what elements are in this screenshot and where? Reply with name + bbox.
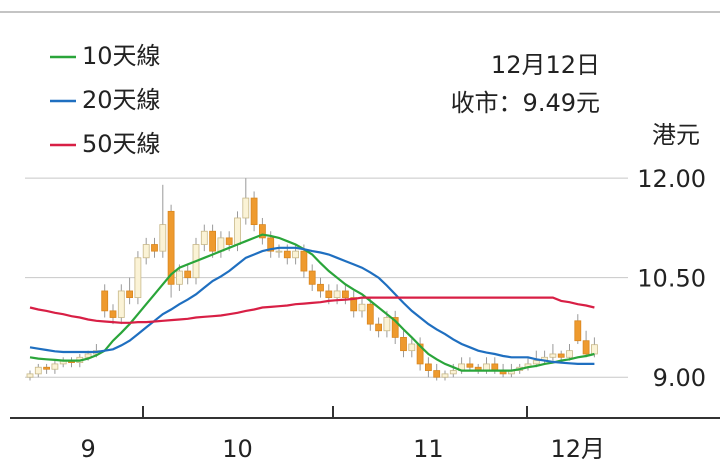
candle-body <box>383 317 391 332</box>
y-tick-label: 10.50 <box>637 265 706 293</box>
y-tick-label: 9.00 <box>653 364 706 392</box>
candle-body <box>234 217 241 245</box>
candle-body <box>532 360 540 365</box>
candle-body <box>275 250 283 253</box>
candle-body <box>391 317 399 338</box>
candle-body <box>267 237 275 252</box>
candle-body <box>317 283 324 292</box>
candle-body <box>151 244 158 252</box>
ma-line <box>29 233 595 372</box>
legend-label: 50天線 <box>82 130 161 158</box>
candle-body <box>167 210 175 285</box>
candle-body <box>557 353 565 358</box>
annotation: 12月12日 <box>491 51 600 79</box>
candle-body <box>408 343 416 352</box>
candle-body <box>366 303 374 325</box>
legend-label: 10天線 <box>82 42 161 70</box>
candle-body <box>400 336 407 352</box>
candle-body <box>358 303 366 312</box>
candle-body <box>258 224 266 239</box>
candle-body <box>184 270 192 279</box>
candle-body <box>51 363 59 370</box>
x-tick-label: 12月 <box>551 435 606 463</box>
ma-line <box>29 296 595 324</box>
candle-body <box>424 363 432 371</box>
candle-body <box>566 350 573 358</box>
candle-body <box>574 320 582 342</box>
candle-body <box>416 343 424 365</box>
candle-body <box>109 310 117 318</box>
candle-body <box>159 224 167 252</box>
candle-body <box>117 290 125 318</box>
candle-body <box>126 290 133 298</box>
candle-body <box>43 366 50 370</box>
candle-body <box>26 373 34 378</box>
annotation: 收市：9.49元 <box>451 89 600 117</box>
candle-body <box>333 290 341 298</box>
candle-body <box>225 237 233 245</box>
y-tick-label: 12.00 <box>637 165 706 193</box>
candle-body <box>449 370 457 375</box>
candle-body <box>200 230 208 245</box>
candle-body <box>350 297 358 312</box>
candle-body <box>34 366 42 375</box>
candle-body <box>549 353 557 358</box>
candle-body <box>292 250 300 259</box>
candle-body <box>134 257 142 298</box>
candle-body <box>175 270 183 285</box>
legend-label: 20天線 <box>82 86 161 114</box>
candle-body <box>84 353 92 358</box>
candle-body <box>325 290 333 298</box>
y-unit: 港元 <box>652 121 700 149</box>
candle-body <box>433 370 441 378</box>
candle-body <box>582 340 590 355</box>
candle-body <box>341 290 349 298</box>
ma-line <box>29 246 595 365</box>
candle-body <box>591 344 598 355</box>
x-tick-label: 10 <box>222 435 253 463</box>
candle-body <box>101 290 109 312</box>
candle-body <box>209 230 217 252</box>
x-tick-label: 9 <box>80 435 95 463</box>
candle-body <box>300 250 308 272</box>
candle-body <box>283 250 291 259</box>
candle-body <box>250 197 258 226</box>
candle-body <box>142 244 150 259</box>
candle-body <box>441 373 449 378</box>
candle-body <box>375 323 383 332</box>
x-tick-label: 11 <box>413 435 444 463</box>
candle-body <box>466 363 474 368</box>
candle-body <box>242 197 250 219</box>
candle-body <box>308 270 316 285</box>
